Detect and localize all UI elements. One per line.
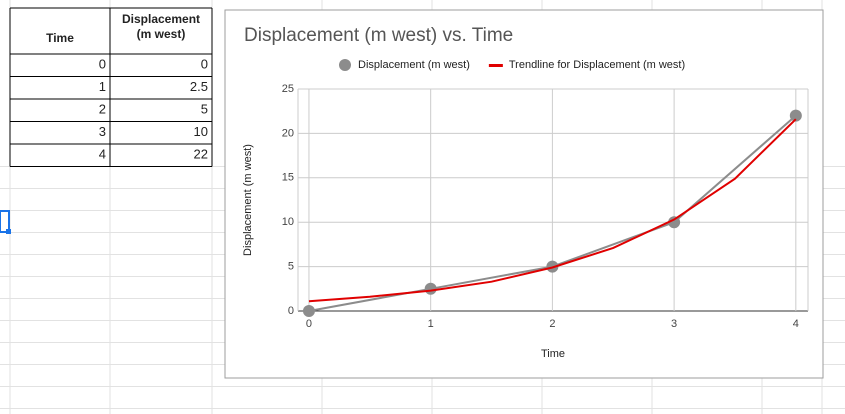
chart-frame[interactable] [224,9,824,379]
table-cell: 10 [194,124,208,139]
x-axis-title: Time [541,348,565,360]
y-tick-label: 15 [282,172,294,184]
y-tick-label: 20 [282,127,294,139]
data-point [424,282,437,295]
chart-title: Displacement (m west) vs. Time [244,25,513,46]
column-header: Displacement (m west) [122,12,200,41]
y-tick-label: 0 [288,305,294,317]
column-header: Time [46,31,74,45]
x-tick-label: 0 [306,318,312,330]
x-tick-label: 1 [428,318,434,330]
selection-handle[interactable] [6,229,11,234]
y-tick-label: 10 [282,216,294,228]
data-point [789,109,802,122]
y-axis-title: Displacement (m west) [242,144,254,256]
table-cell: 2.5 [190,79,208,94]
table-cell: 1 [99,79,106,94]
legend-label: Displacement (m west) [358,59,470,71]
x-tick-label: 4 [793,318,799,330]
y-tick-label: 25 [282,83,294,95]
table-cell: 4 [99,147,106,162]
table-cell: 3 [99,124,106,139]
data-point [302,305,315,317]
trendline [308,118,797,303]
x-tick-label: 3 [671,318,677,330]
x-tick-label: 2 [549,318,555,330]
legend-swatch [339,59,351,71]
cell-selection[interactable] [0,210,10,233]
table-cell: 0 [201,57,208,72]
data-point [668,216,681,229]
table-cell: 22 [194,147,208,162]
legend-swatch [488,64,503,67]
table-cell: 0 [99,57,106,72]
table-cell: 5 [201,102,208,117]
legend-label: Trendline for Displacement (m west) [509,59,685,71]
y-tick-label: 5 [288,261,294,273]
table-cell: 2 [99,102,106,117]
